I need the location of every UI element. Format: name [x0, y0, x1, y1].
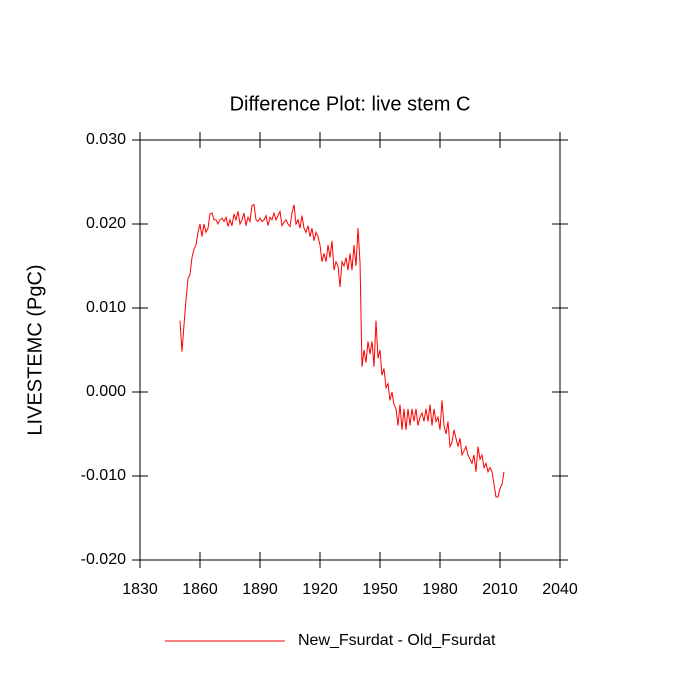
- x-tick-label: 1830: [122, 581, 158, 598]
- x-tick-label: 1890: [242, 581, 278, 598]
- x-tick-label: 1860: [182, 581, 218, 598]
- x-tick-label: 1980: [422, 581, 458, 598]
- y-axis-label: LIVESTEMC (PgC): [24, 264, 46, 435]
- data-line: [179, 203, 505, 498]
- legend-label: New_Fsurdat - Old_Fsurdat: [298, 632, 496, 649]
- y-tick-label: -0.020: [81, 551, 126, 568]
- x-tick-label: 1920: [302, 581, 338, 598]
- y-tick-label: -0.010: [81, 467, 126, 484]
- x-tick-label: 1950: [362, 581, 398, 598]
- x-tick-label: 2010: [482, 581, 518, 598]
- y-tick-label: 0.020: [86, 215, 126, 232]
- plot-frame: [139, 139, 561, 561]
- y-tick-label: 0.010: [86, 299, 126, 316]
- y-tick-label: 0.000: [86, 383, 126, 400]
- x-tick-label: 2040: [542, 581, 578, 598]
- y-tick-label: 0.030: [86, 131, 126, 148]
- chart-title: Difference Plot: live stem C: [230, 93, 471, 115]
